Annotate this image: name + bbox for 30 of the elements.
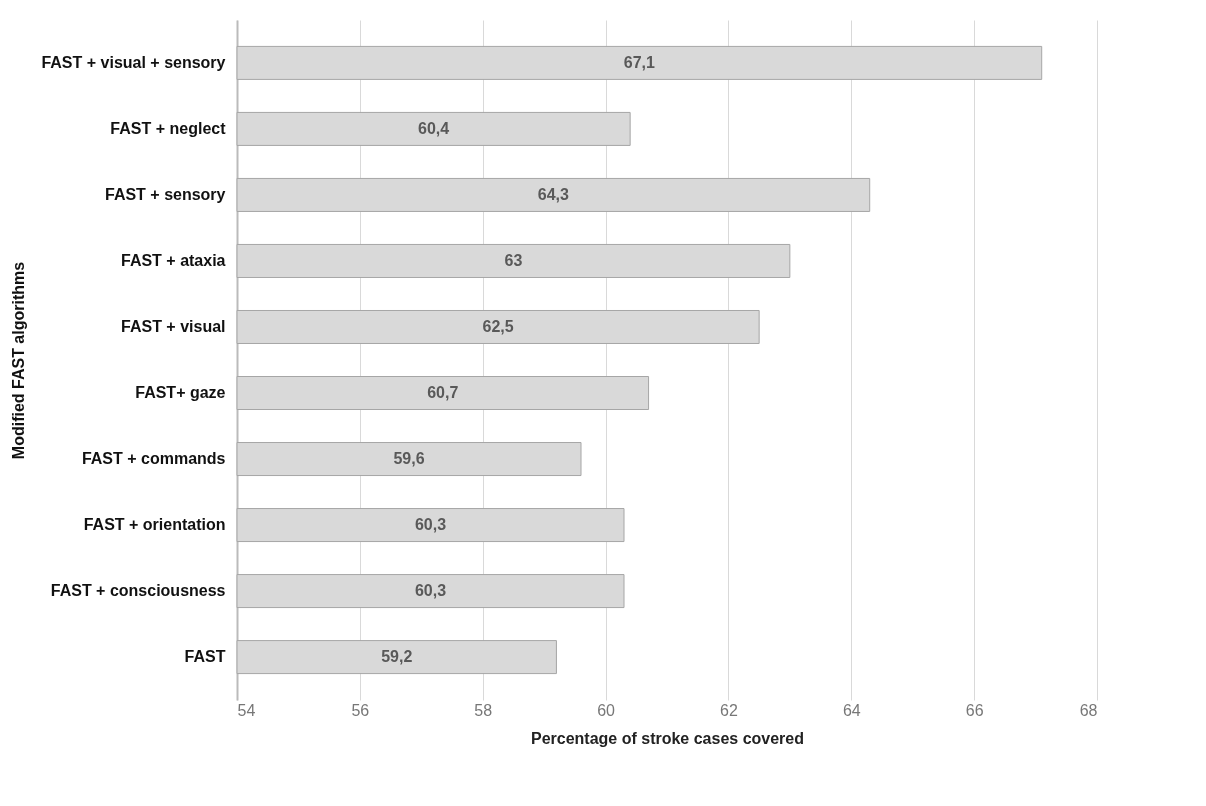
y-tick-label: FAST + commands (81, 450, 226, 468)
y-tick-label: FAST + sensory (105, 185, 226, 203)
y-tick-label: FAST + orientation (83, 516, 226, 534)
y-tick-label: FAST + visual (121, 317, 226, 335)
data-label: 62,5 (482, 317, 514, 335)
x-tick-label: 66 (965, 701, 984, 719)
data-label: 60,7 (427, 384, 459, 402)
data-label: 64,3 (537, 185, 570, 203)
y-tick-label: FAST + ataxia (121, 251, 226, 269)
x-tick-label: 56 (351, 701, 370, 719)
x-tick-label: 58 (474, 701, 493, 719)
y-tick-label: FAST+ gaze (135, 384, 226, 402)
x-tick-label: 60 (597, 701, 616, 719)
data-label: 67,1 (623, 53, 656, 71)
data-label: 59,6 (393, 450, 425, 468)
data-label: 59,2 (381, 648, 413, 666)
y-tick-label: FAST (184, 648, 226, 666)
x-tick-label: 64 (842, 701, 861, 719)
x-tick-label: 54 (237, 701, 256, 719)
data-label: 60,3 (414, 582, 447, 600)
data-label: 60,3 (414, 516, 447, 534)
x-axis-title: Percentage of stroke cases covered (530, 729, 805, 747)
y-axis-title: Modified FAST algorithms (10, 261, 28, 460)
y-tick-label: FAST + visual + sensory (41, 53, 226, 71)
x-tick-label: 62 (720, 701, 738, 719)
y-tick-label: FAST + consciousness (50, 582, 226, 600)
data-label: 63 (504, 251, 523, 269)
x-tick-label: 68 (1079, 701, 1098, 719)
y-tick-label: FAST + neglect (110, 119, 227, 137)
data-label: 60,4 (418, 119, 450, 137)
